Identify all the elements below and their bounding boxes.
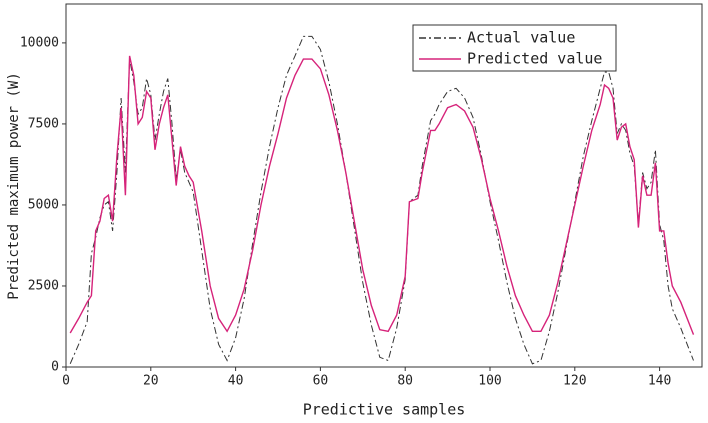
y-tick-label: 10000 bbox=[20, 35, 59, 50]
series-line bbox=[69, 35, 694, 365]
x-tick-label: 140 bbox=[648, 374, 671, 389]
x-tick-label: 80 bbox=[397, 374, 413, 389]
legend-label: Predicted value bbox=[467, 50, 602, 68]
x-tick-label: 20 bbox=[143, 374, 159, 389]
x-axis-label: Predictive samples bbox=[303, 401, 466, 419]
y-tick-label: 2500 bbox=[28, 278, 59, 293]
plot-frame bbox=[65, 3, 703, 368]
x-tick-label: 0 bbox=[62, 374, 70, 389]
legend-box bbox=[412, 24, 617, 72]
x-tick-label: 60 bbox=[313, 374, 329, 389]
y-axis-label: Predicted maximum power (W) bbox=[6, 72, 22, 300]
x-tick-label: 120 bbox=[563, 374, 586, 389]
legend-label: Actual value bbox=[467, 29, 575, 47]
series-line bbox=[69, 55, 695, 335]
y-tick-label: 0 bbox=[51, 360, 59, 375]
y-tick-label: 7500 bbox=[28, 116, 59, 131]
x-tick-label: 40 bbox=[228, 374, 244, 389]
x-tick-label: 100 bbox=[478, 374, 501, 389]
y-tick-label: 5000 bbox=[28, 197, 59, 212]
